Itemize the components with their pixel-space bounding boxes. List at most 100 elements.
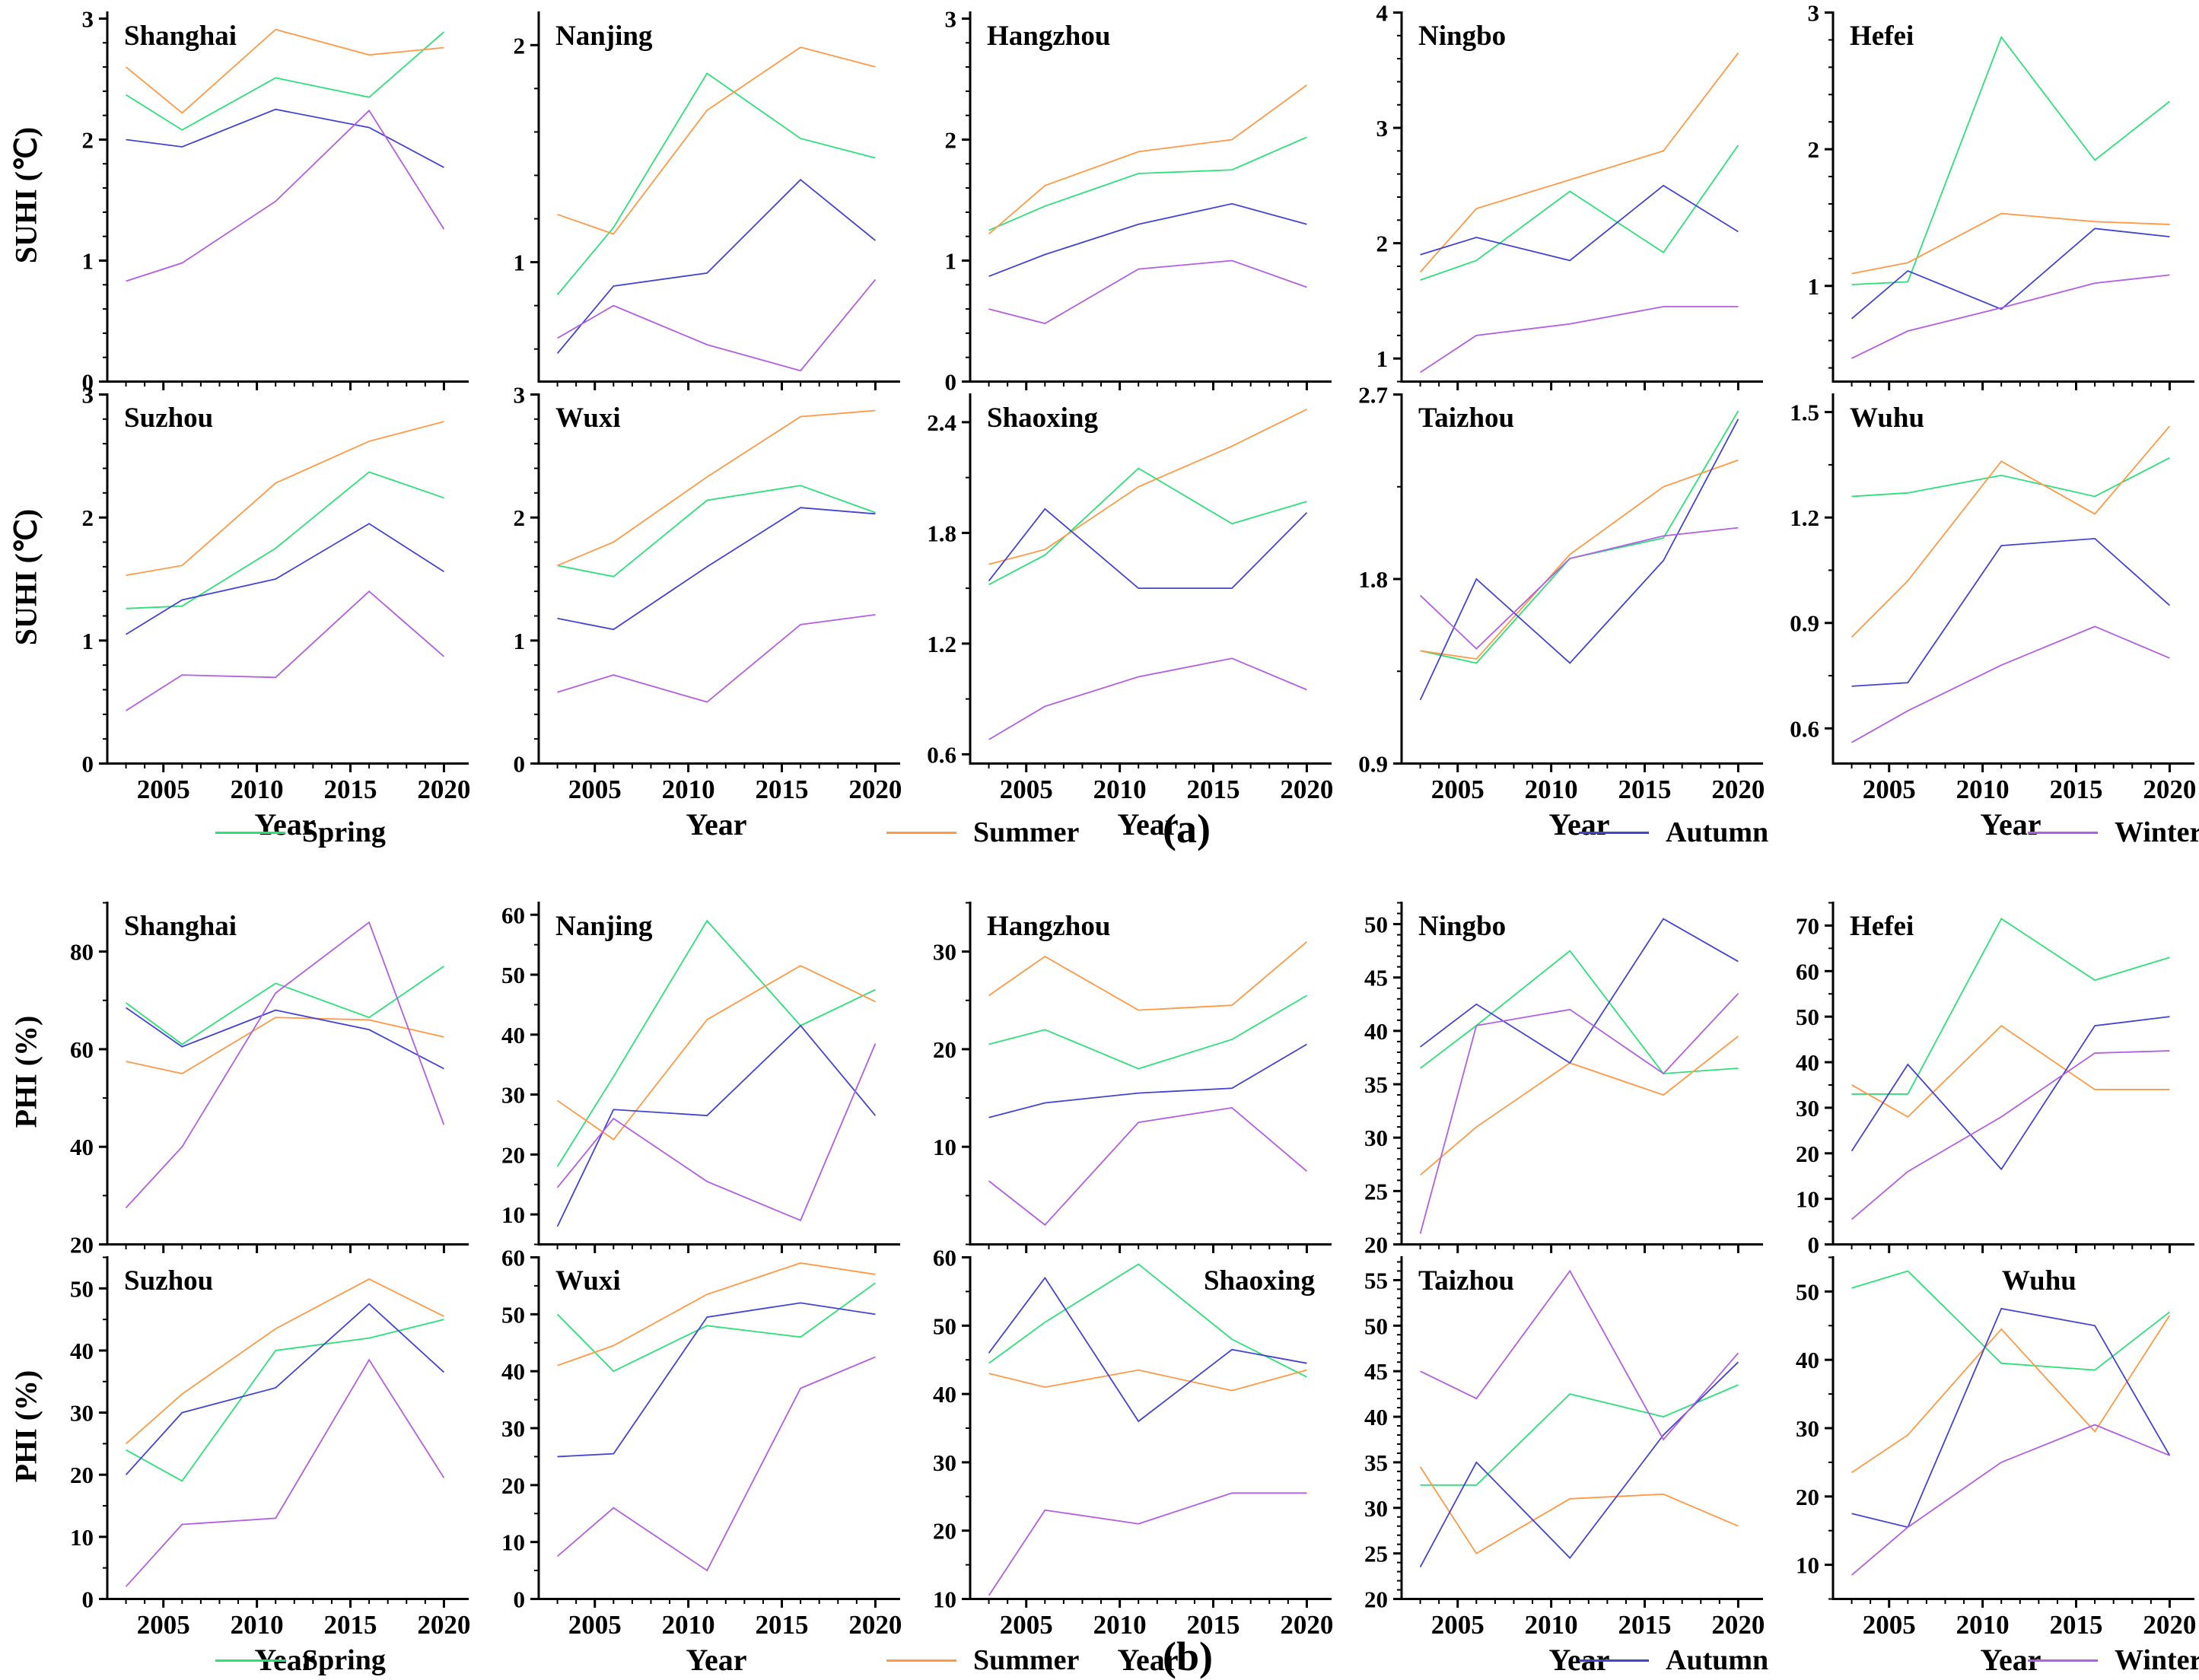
y-tick-label: 55 — [1364, 1267, 1388, 1293]
y-axis-title: PHI (%) — [8, 1370, 43, 1483]
x-axis-title: Year — [1549, 807, 1610, 842]
series-line-spring — [988, 467, 1307, 586]
y-tick-label: 80 — [70, 939, 94, 966]
series-line-autumn — [988, 202, 1307, 277]
legend-label: Spring — [302, 1644, 386, 1676]
panel-title: Shanghai — [124, 21, 237, 52]
panel-title: Hefei — [1850, 21, 1914, 52]
y-tick-label: 50 — [1796, 1278, 1819, 1305]
y-tick-label: 50 — [933, 1312, 956, 1339]
legend-item-spring: Spring — [215, 816, 386, 849]
series-line-winter — [1851, 625, 2170, 743]
series-line-summer — [988, 941, 1308, 1011]
series-line-autumn — [988, 1276, 1307, 1423]
y-tick-label: 10 — [933, 1134, 956, 1160]
series-line-winter — [1851, 1424, 2170, 1576]
y-tick-label: 3 — [82, 5, 94, 32]
part-label: (b) — [1163, 1634, 1213, 1679]
y-tick-label: 50 — [1364, 912, 1388, 938]
y-tick-label: 60 — [501, 902, 525, 928]
series-line-autumn — [556, 178, 876, 354]
y-tick-label: 40 — [933, 1381, 956, 1408]
legend-line-autumn — [1579, 1659, 1649, 1662]
series-line-spring — [556, 72, 876, 295]
legend-line-spring — [215, 1659, 285, 1662]
x-tick-label: 2015 — [1187, 1610, 1240, 1640]
legend-item-winter: Winter — [2028, 1643, 2199, 1677]
y-tick-label: 10 — [501, 1201, 525, 1228]
series-line-autumn — [126, 523, 444, 635]
x-tick-label: 2020 — [417, 1610, 470, 1640]
x-tick-label: 2010 — [662, 1610, 715, 1640]
y-tick-label: 20 — [1796, 1141, 1819, 1167]
y-tick-label: 3 — [1376, 115, 1389, 142]
y-tick-label: 30 — [1364, 1495, 1388, 1522]
y-tick-label: 20 — [70, 1232, 94, 1258]
series-line-spring — [988, 1263, 1307, 1378]
series-line-spring — [1420, 410, 1739, 664]
series-line-autumn — [556, 1024, 877, 1227]
y-tick-label: 50 — [1796, 1004, 1819, 1030]
chart-panel-suhi-wuxi: 0 1 2 3 2005 2010 2015 2020 Year Wuxi — [514, 382, 902, 842]
chart-panel-suhi-suzhou: 0 1 2 3 2005 2010 2015 2020 Year Suzhou — [82, 382, 471, 842]
legend-line-spring — [215, 831, 285, 834]
y-tick-label: 1.8 — [1358, 566, 1388, 593]
y-tick-label: 25 — [1364, 1541, 1388, 1567]
panel-title: Hefei — [1850, 911, 1914, 942]
y-tick-label: 45 — [1364, 1358, 1388, 1385]
series-line-summer — [126, 28, 444, 114]
panel-title: Wuhu — [1850, 402, 1924, 434]
legend-item-autumn: Autumn — [1579, 816, 1768, 849]
y-tick-label: 60 — [933, 1245, 956, 1271]
series-line-winter — [125, 1358, 445, 1587]
x-tick-label: 2015 — [1618, 1610, 1672, 1640]
y-tick-label: 20 — [933, 1518, 956, 1545]
part-label: (a) — [1163, 806, 1211, 851]
series-line-autumn — [1851, 1307, 2171, 1529]
series-line-autumn — [988, 508, 1308, 590]
legend-line-autumn — [1579, 831, 1649, 834]
x-axis-title: Year — [686, 807, 747, 842]
x-axis-title: Year — [686, 1643, 747, 1677]
series-line-spring — [126, 1319, 444, 1482]
y-tick-label: 60 — [501, 1245, 525, 1271]
y-tick-label: 1 — [82, 628, 94, 654]
y-tick-label: 0.6 — [927, 741, 956, 768]
y-tick-label: 0.6 — [1790, 715, 1819, 742]
series-line-winter — [126, 109, 445, 282]
x-tick-label: 2020 — [2143, 775, 2196, 804]
x-tick-label: 2015 — [1618, 775, 1672, 804]
series-line-winter — [557, 613, 876, 703]
y-tick-label: 0.9 — [1358, 751, 1388, 778]
series-line-autumn — [1420, 918, 1739, 1064]
series-line-summer — [988, 84, 1307, 235]
panel-title: Wuxi — [555, 402, 621, 434]
chart-panel-phi-hefei: 0 10 20 30 40 50 60 70 Hefei — [1796, 902, 2194, 1258]
series-line-winter — [1419, 527, 1739, 650]
x-tick-label: 2015 — [756, 1610, 809, 1640]
x-axis-title: Year — [1981, 807, 2041, 842]
x-tick-label: 2005 — [1000, 1610, 1053, 1640]
series-line-spring — [988, 136, 1307, 231]
y-tick-label: 1.2 — [927, 631, 956, 657]
y-tick-label: 30 — [70, 1400, 94, 1427]
series-line-spring — [1851, 36, 2170, 285]
y-tick-label: 40 — [1364, 1018, 1388, 1045]
x-tick-label: 2005 — [137, 775, 190, 804]
x-tick-label: 2020 — [848, 775, 902, 804]
y-tick-label: 0 — [514, 1586, 526, 1613]
series-line-summer — [1851, 1024, 2170, 1118]
y-tick-label: 2 — [82, 126, 94, 153]
series-line-autumn — [1420, 184, 1739, 262]
x-axis-title: Year — [1118, 1643, 1179, 1677]
panel-title: Wuhu — [2002, 1265, 2076, 1297]
x-tick-label: 2015 — [2050, 1610, 2103, 1640]
y-tick-label: 0 — [514, 751, 526, 778]
chart-panel-suhi-hangzhou: 0 1 2 3 Hangzhou — [945, 5, 1332, 396]
series-line-summer — [557, 965, 876, 1141]
y-tick-label: 1 — [514, 628, 526, 654]
y-tick-label: 1 — [82, 247, 94, 274]
x-tick-label: 2020 — [2143, 1610, 2196, 1640]
y-tick-label: 2 — [1376, 231, 1389, 257]
